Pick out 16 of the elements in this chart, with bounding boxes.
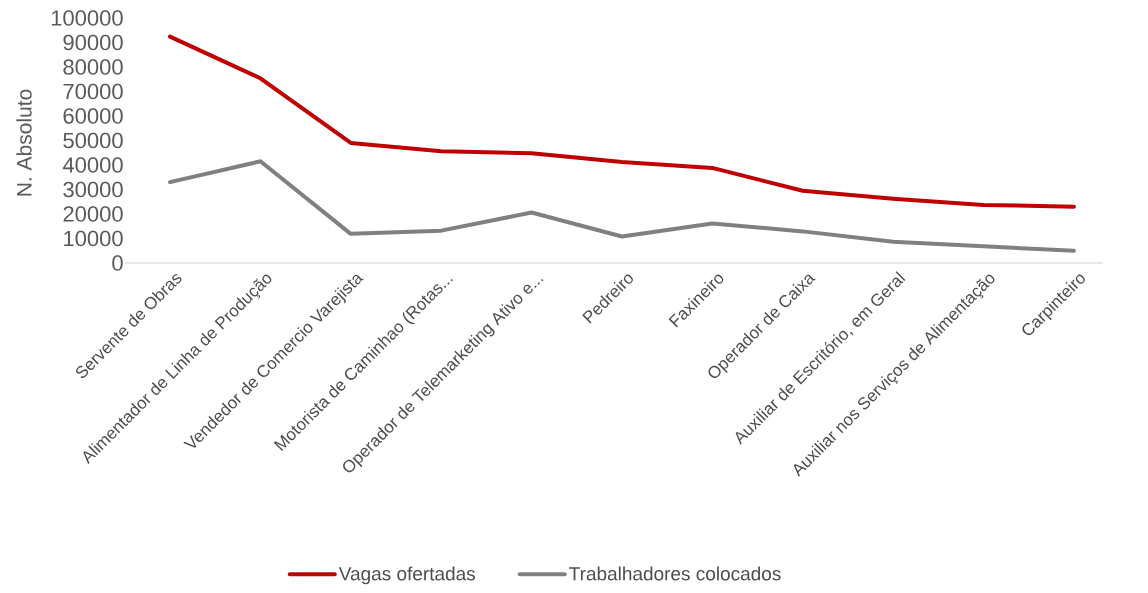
y-tick-label: 30000 bbox=[63, 181, 123, 198]
y-tick-label: 50000 bbox=[63, 132, 123, 149]
y-axis-title: N. Absoluto bbox=[16, 89, 32, 196]
y-tick-label: 0 bbox=[112, 255, 123, 271]
y-tick-label: 10000 bbox=[64, 230, 123, 247]
y-tick-label: 40000 bbox=[62, 157, 123, 173]
legend-label: Trabalhadores colocados bbox=[569, 566, 781, 581]
line-series bbox=[168, 159, 1076, 253]
y-tick-label: 90000 bbox=[63, 34, 123, 51]
y-tick-label: 20000 bbox=[63, 206, 123, 222]
y-tick-label: 70000 bbox=[63, 83, 123, 100]
y-tick-label: 80000 bbox=[63, 59, 123, 75]
line-series bbox=[168, 34, 1076, 209]
y-tick-label: 60000 bbox=[63, 108, 123, 124]
y-tick-label: 100000 bbox=[51, 10, 123, 26]
legend-label: Vagas ofertadas bbox=[338, 566, 476, 585]
